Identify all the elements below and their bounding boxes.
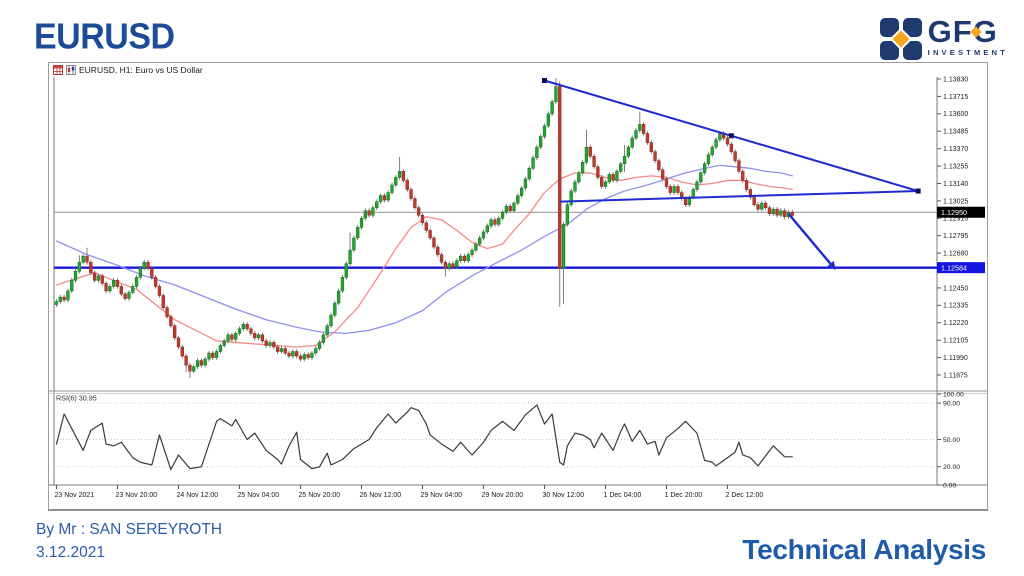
svg-text:1.13600: 1.13600 xyxy=(943,111,968,118)
svg-text:50.00: 50.00 xyxy=(943,437,960,444)
support-price-tag: 1.12584 xyxy=(937,262,985,274)
price-chart[interactable]: 1.13830 1.13715 1.13600 1.13485 1.13370 1.132… xyxy=(49,63,987,509)
svg-text:1.12680: 1.12680 xyxy=(943,251,968,258)
svg-text:25 Nov 04:00: 25 Nov 04:00 xyxy=(238,492,280,499)
svg-text:2 Dec 12:00: 2 Dec 12:00 xyxy=(726,492,764,499)
svg-text:1.13140: 1.13140 xyxy=(943,181,968,188)
page-title: EURUSD xyxy=(34,17,175,57)
current-price-tag: 1.12950 xyxy=(937,206,985,218)
svg-text:30 Nov 12:00: 30 Nov 12:00 xyxy=(543,492,585,499)
svg-text:1.11990: 1.11990 xyxy=(943,355,968,362)
moving-averages xyxy=(55,164,793,348)
rsi-axis: 100.00 90.00 50.00 20.00 0.00 xyxy=(937,391,964,489)
gfg-logo-icon xyxy=(879,18,922,60)
svg-text:1.12950: 1.12950 xyxy=(941,208,967,217)
ma-fast-line xyxy=(55,172,793,348)
footer-caption: Technical Analysis xyxy=(742,534,986,565)
svg-text:1.12450: 1.12450 xyxy=(943,285,968,292)
svg-text:23 Nov 20:00: 23 Nov 20:00 xyxy=(116,492,158,499)
svg-text:1.13025: 1.13025 xyxy=(943,198,968,205)
svg-text:24 Nov 12:00: 24 Nov 12:00 xyxy=(177,492,219,499)
candles-layer[interactable] xyxy=(54,78,794,379)
lower-trendline xyxy=(559,190,919,203)
chart-frame xyxy=(49,77,987,486)
svg-text:0.00: 0.00 xyxy=(943,482,956,489)
sell-arrow xyxy=(787,212,836,270)
svg-text:1.11875: 1.11875 xyxy=(943,372,968,379)
svg-text:26 Nov 12:00: 26 Nov 12:00 xyxy=(360,492,402,499)
author-line: By Mr : SAN SEREYROTH xyxy=(36,521,223,538)
rsi-label: RSI(6) 30.95 xyxy=(56,394,97,403)
rsi-line xyxy=(55,404,793,471)
svg-text:1.13830: 1.13830 xyxy=(943,76,968,83)
svg-text:1.13255: 1.13255 xyxy=(943,163,968,170)
chart-window[interactable]: EURUSD, H1: Euro vs US Dollar 1.13830 1.1… xyxy=(48,62,988,511)
svg-text:1 Dec 04:00: 1 Dec 04:00 xyxy=(604,492,642,499)
svg-text:1.12795: 1.12795 xyxy=(943,233,968,240)
price-axis: 1.13830 1.13715 1.13600 1.13485 1.13370 1.132… xyxy=(937,76,968,379)
svg-text:90.00: 90.00 xyxy=(943,401,960,408)
svg-text:20.00: 20.00 xyxy=(943,464,960,471)
time-axis: 23 Nov 2021 23 Nov 20:00 24 Nov 12:00 25 No… xyxy=(55,485,764,499)
svg-text:23 Nov 2021: 23 Nov 2021 xyxy=(55,492,95,499)
trendlines xyxy=(542,78,921,203)
rsi-panel: RSI(6) 30.95 xyxy=(55,394,793,471)
svg-text:1.12584: 1.12584 xyxy=(941,263,967,272)
svg-text:1.12105: 1.12105 xyxy=(943,338,968,345)
date-line: 3.12.2021 xyxy=(36,544,105,561)
svg-text:1.13370: 1.13370 xyxy=(943,146,968,153)
ma-slow-line xyxy=(55,164,793,335)
gfg-logo-text: GFG xyxy=(927,14,998,49)
svg-text:100.00: 100.00 xyxy=(943,391,964,398)
svg-text:25 Nov 20:00: 25 Nov 20:00 xyxy=(299,492,341,499)
rsi-gridlines xyxy=(54,402,937,468)
svg-text:1.13715: 1.13715 xyxy=(943,94,968,101)
svg-text:1 Dec 20:00: 1 Dec 20:00 xyxy=(665,492,703,499)
svg-text:1.12335: 1.12335 xyxy=(943,303,968,310)
svg-text:1.13485: 1.13485 xyxy=(943,129,968,136)
gfg-logo-subtitle: INVESTMENT xyxy=(927,48,1008,57)
svg-text:29 Nov 20:00: 29 Nov 20:00 xyxy=(482,492,524,499)
svg-text:1.12910: 1.12910 xyxy=(943,216,968,223)
svg-text:29 Nov 04:00: 29 Nov 04:00 xyxy=(421,492,463,499)
gfg-logo: GFG INVESTMENT xyxy=(878,16,1008,62)
svg-text:1.12220: 1.12220 xyxy=(943,320,968,327)
footer-credits: By Mr : SAN SEREYROTH 3.12.2021 xyxy=(36,518,222,564)
